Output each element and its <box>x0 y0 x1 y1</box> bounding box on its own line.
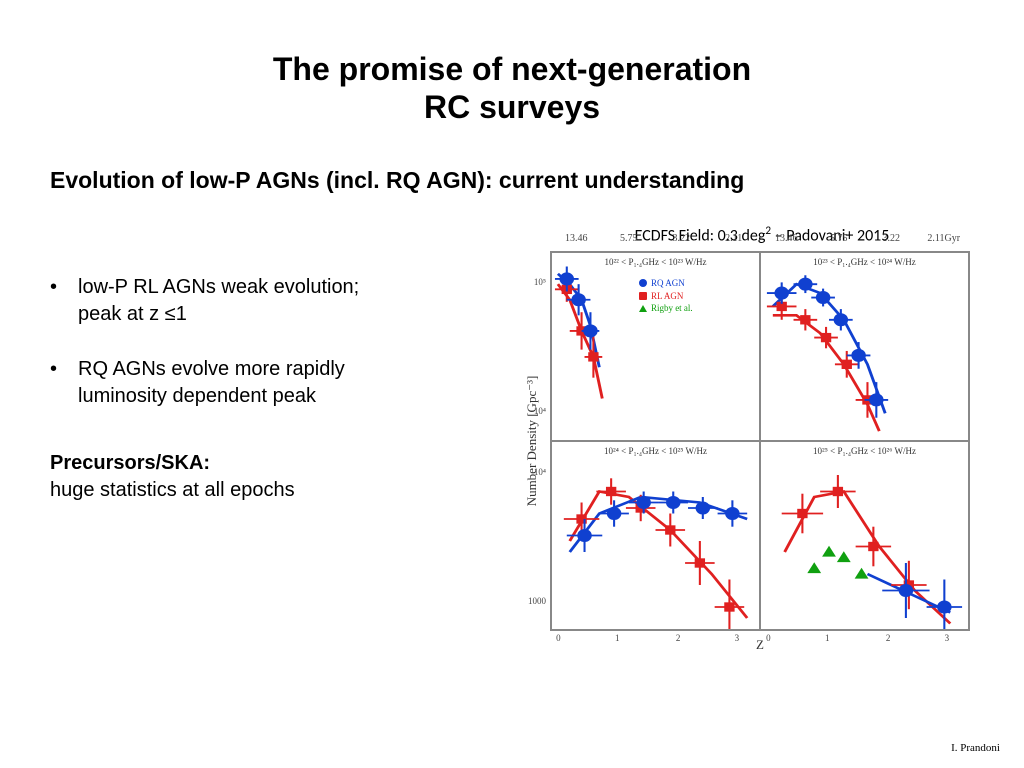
left-text-column: • low-P RL AGNs weak evolution; peak at … <box>50 224 530 631</box>
y-tick: 10⁵ <box>534 277 546 287</box>
chart-panel: 10²² < P₁.₄GHz < 10²³ W/HzRQ AGNRL AGNRi… <box>551 252 760 441</box>
bullet-item: • RQ AGNs evolve more rapidly luminosity… <box>50 356 530 410</box>
y-tick: 10⁴ <box>534 406 546 416</box>
legend-label: RQ AGN <box>651 277 685 290</box>
x-tick-labels: 0 1 2 3 0 1 2 3 <box>550 633 970 645</box>
top-axis-tick: 5.75 <box>813 233 866 244</box>
y-tick: 1000 <box>528 596 546 606</box>
bullet-marker: • <box>50 356 78 410</box>
legend-label: Rigby et al. <box>651 302 693 315</box>
legend-label: RL AGN <box>651 290 683 303</box>
bullet-line: RQ AGNs evolve more rapidly <box>78 356 345 383</box>
x-tick: 2 <box>886 633 891 643</box>
x-tick: 2 <box>676 633 681 643</box>
chart-panel-grid: Number Density [Gpc⁻³] Z 13.465.753.222.… <box>550 251 970 631</box>
top-axis-tick: 13.46 <box>550 233 603 244</box>
precursors-block: Precursors/SKA: huge statistics at all e… <box>50 450 530 504</box>
top-axis-tick: 3.22 <box>655 233 708 244</box>
y-tick-labels: 10⁵ 10⁴ 10⁴ 1000 <box>518 251 548 631</box>
title-line-2: RC surveys <box>0 88 1024 126</box>
top-axis-tick: 3.22 <box>865 233 918 244</box>
x-tick: 3 <box>945 633 950 643</box>
top-axis-tick: 5.75 <box>603 233 656 244</box>
top-axis-tick: 13.46 <box>760 233 813 244</box>
x-tick: 1 <box>615 633 620 643</box>
chart-panel: 10²⁴ < P₁.₄GHz < 10²⁵ W/Hz <box>551 441 760 630</box>
slide-title: The promise of next-generation RC survey… <box>0 0 1024 127</box>
precursors-heading: Precursors/SKA: <box>50 450 530 477</box>
panel-plot <box>761 442 968 629</box>
slide-subtitle: Evolution of low-P AGNs (incl. RQ AGN): … <box>0 127 1024 194</box>
chart-panel: 10²⁵ < P₁.₄GHz < 10²⁶ W/Hz <box>760 441 969 630</box>
top-axis-tick: 2.11 <box>708 233 761 244</box>
panel-plot <box>552 442 759 629</box>
precursors-body: huge statistics at all epochs <box>50 477 530 504</box>
bullet-line: peak at z ≤1 <box>78 301 359 328</box>
legend-item: RQ AGN <box>639 277 693 290</box>
bullet-line: low-P RL AGNs weak evolution; <box>78 274 359 301</box>
bullet-item: • low-P RL AGNs weak evolution; peak at … <box>50 274 530 328</box>
top-axis-tick: 2.11Gyr <box>918 233 971 244</box>
legend-item: Rigby et al. <box>639 302 693 315</box>
panel-plot <box>761 253 968 440</box>
x-tick: 0 <box>556 633 561 643</box>
legend-item: RL AGN <box>639 290 693 303</box>
footer-credit: I. Prandoni <box>951 742 1000 754</box>
chart-panel: 10²³ < P₁.₄GHz < 10²⁴ W/Hz <box>760 252 969 441</box>
x-tick: 3 <box>735 633 740 643</box>
legend-swatch <box>639 279 647 287</box>
y-tick: 10⁴ <box>534 467 546 477</box>
chart-legend: RQ AGNRL AGNRigby et al. <box>639 277 693 315</box>
x-tick: 0 <box>766 633 771 643</box>
x-tick: 1 <box>825 633 830 643</box>
title-line-1: The promise of next-generation <box>0 50 1024 88</box>
figure-column: ECDFS Field: 0.3 deg2 – Padovani+ 2015 N… <box>530 224 994 631</box>
legend-swatch <box>639 305 647 312</box>
bullet-marker: • <box>50 274 78 328</box>
bullet-line: luminosity dependent peak <box>78 383 345 410</box>
legend-swatch <box>639 292 647 300</box>
top-axis-labels: 13.465.753.222.1113.465.753.222.11Gyr <box>550 233 970 244</box>
